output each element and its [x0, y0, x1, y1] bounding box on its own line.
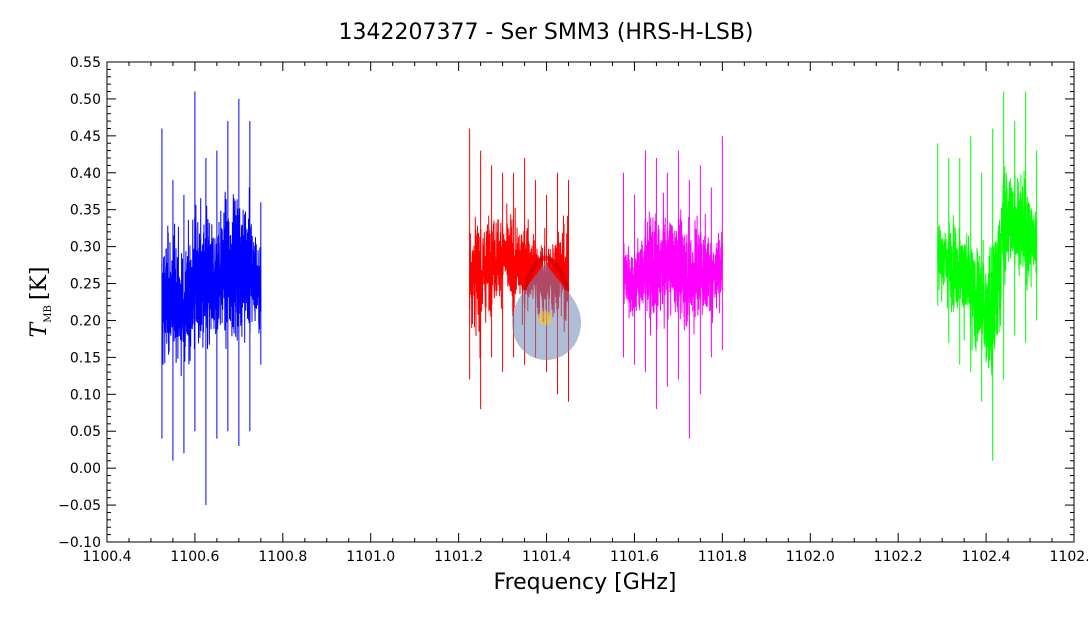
y-axis-label-unit: [K]: [27, 267, 52, 301]
y-tick-label: 0.35: [70, 203, 101, 219]
y-tick-label: 0.15: [70, 350, 101, 366]
y-tick-label: 0.10: [70, 387, 101, 403]
y-axis-label: TMB [K]: [27, 267, 54, 338]
chart-title: 1342207377 - Ser SMM3 (HRS-H-LSB): [338, 20, 753, 45]
x-tick-label: 1102.0: [786, 549, 835, 565]
y-tick-label: 0.20: [70, 313, 101, 329]
y-tick-label: 0.45: [70, 129, 101, 145]
x-tick-label: 1102.4: [962, 549, 1011, 565]
y-tick-label: 0.30: [70, 240, 101, 256]
axes-layer: −0.10 −0.05 0.00 0.05 0.10 0.15 0.20 0.25 0.30 0.…: [58, 55, 1090, 565]
x-tick-label: 1100.6: [170, 549, 219, 565]
series-line-4: [937, 166, 1038, 376]
x-tick-label: 1100.8: [258, 549, 307, 565]
x-tick-label: 1101.4: [522, 549, 571, 565]
y-axis-label-subscript: MB: [43, 305, 54, 323]
x-tick-label: 1102.2: [874, 549, 923, 565]
y-axis-label-symbol: T: [27, 320, 52, 337]
y-tick-label: 0.05: [70, 424, 101, 440]
y-tick-label: 0.40: [70, 166, 101, 182]
hifi-drop-logo: [512, 255, 581, 360]
series-layer: [161, 91, 1038, 506]
x-tick-label: 1101.0: [346, 549, 395, 565]
x-tick-label: 1101.8: [698, 549, 747, 565]
x-axis-label: Frequency [GHz]: [494, 570, 677, 595]
y-tick-label: 0.50: [70, 92, 101, 108]
y-tick-label: 0.55: [70, 55, 101, 71]
y-tick-label: −0.10: [58, 535, 101, 551]
series-line-1: [161, 187, 262, 376]
x-tick-label: 1101.6: [610, 549, 659, 565]
drop-ring: [521, 255, 570, 291]
y-tick-label: 0.25: [70, 277, 101, 293]
x-tick-label: 1100.4: [83, 549, 132, 565]
x-tick-label: 1102.6: [1050, 549, 1090, 565]
drop-highlight: [538, 311, 552, 325]
x-tick-label: 1101.2: [434, 549, 483, 565]
y-tick-label: −0.05: [58, 498, 101, 514]
series-line-3: [623, 192, 723, 336]
svg-text:TMB[K]: TMB [K]: [27, 267, 54, 338]
y-tick-label: 0.00: [70, 461, 101, 477]
